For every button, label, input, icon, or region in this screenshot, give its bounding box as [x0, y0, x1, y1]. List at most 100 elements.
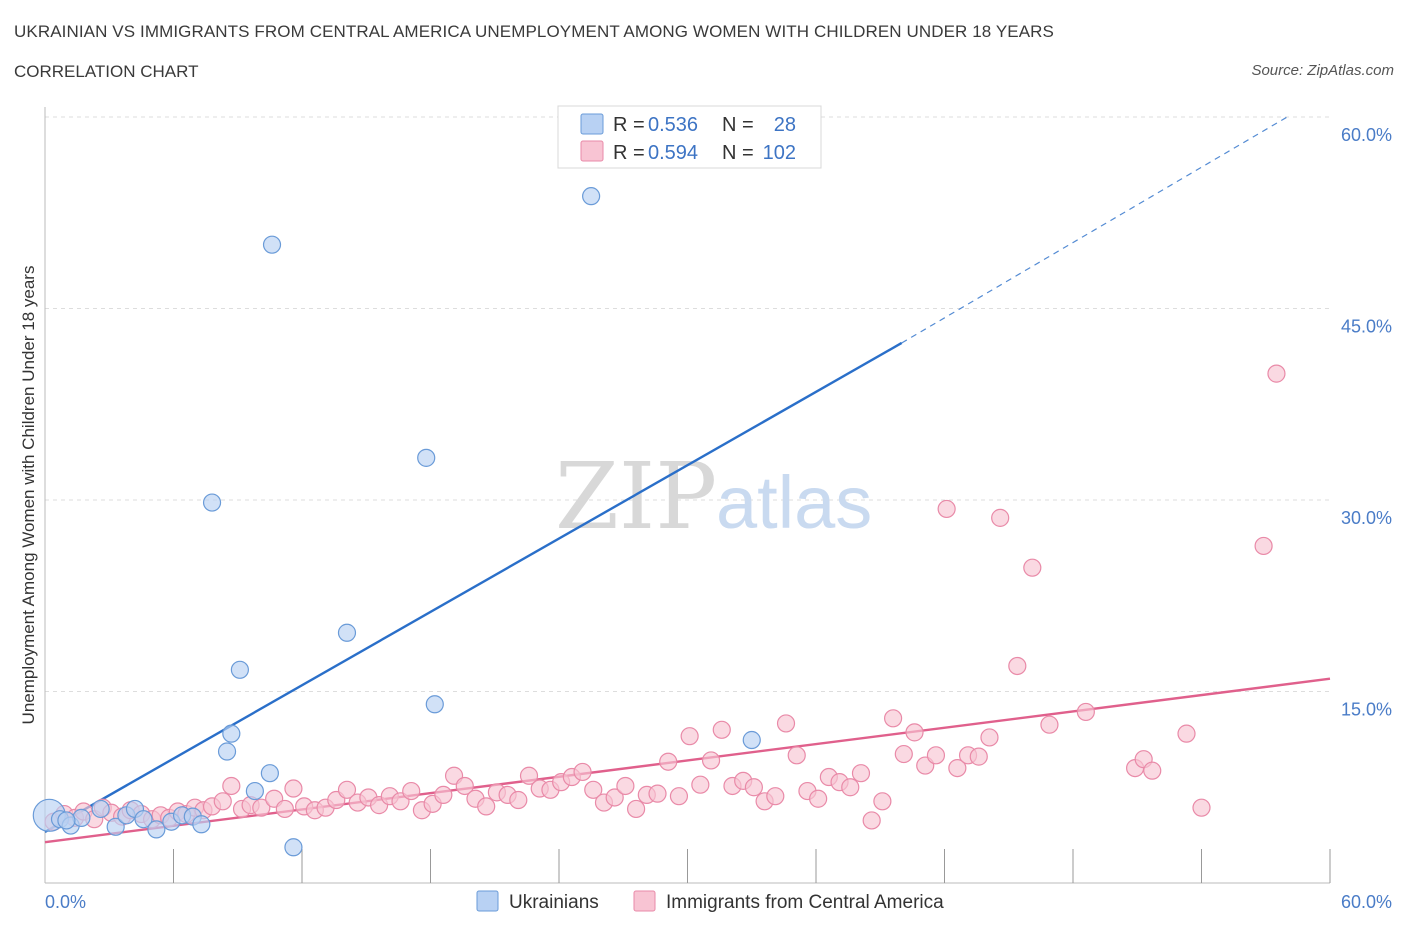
ukrainian-point-5: [106, 817, 125, 836]
central-america-point-100: [1192, 798, 1211, 817]
legend-swatch-central-america: [580, 140, 604, 162]
legend-n-value-1: 28: [774, 114, 796, 136]
central-america-point-77: [841, 778, 860, 797]
central-america-point-60: [659, 752, 678, 771]
watermark-atlas: atlas: [716, 461, 872, 544]
y-tick-label-0: 15.0%: [1341, 700, 1392, 720]
bottom-legend-label-ukrainians: Ukrainians: [509, 892, 599, 913]
data-points: [32, 187, 1286, 857]
ukrainian-point-23: [417, 448, 436, 467]
legend-r-value-1: 0.536: [648, 114, 698, 136]
bottom-legend-swatch-ukrainians: [476, 890, 499, 912]
ukrainian-trend-extension: [901, 116, 1288, 344]
y-tick-label-2: 45.0%: [1341, 317, 1392, 337]
central-america-point-79: [862, 811, 881, 830]
bottom-legend-swatch-central-america: [633, 890, 656, 912]
central-america-point-87: [948, 758, 967, 778]
central-america-point-81: [883, 709, 903, 728]
legend-r-value-2: 0.594: [648, 142, 698, 164]
ukrainian-point-4: [91, 799, 110, 819]
central-america-point-39: [434, 785, 453, 805]
x-tick-label-0: 0.0%: [45, 892, 86, 912]
ukrainian-point-9: [147, 820, 166, 839]
ukrainian-point-22: [337, 623, 357, 642]
central-america-point-95: [1076, 702, 1095, 722]
central-america-point-91: [991, 508, 1010, 527]
central-america-point-98: [1143, 761, 1162, 780]
ukrainian-point-18: [245, 781, 264, 801]
central-america-point-43: [477, 797, 496, 816]
ukrainian-point-25: [582, 187, 601, 206]
central-america-point-55: [605, 788, 624, 807]
central-america-point-18: [213, 792, 232, 811]
central-america-point-63: [691, 775, 710, 794]
legend-r-label-2: R =: [613, 142, 645, 164]
central-america-point-46: [509, 790, 528, 810]
central-america-point-71: [776, 714, 796, 733]
bottom-legend-label-central-america: Immigrants from Central America: [666, 892, 944, 913]
series-legend: Ukrainians Immigrants from Central Ameri…: [476, 890, 944, 913]
central-america-point-94: [1040, 715, 1059, 734]
central-america-point-62: [680, 727, 699, 746]
ukrainian-point-14: [202, 493, 222, 512]
central-america-point-82: [894, 744, 913, 764]
central-america-point-68: [744, 778, 763, 797]
ukrainian-point-8: [134, 810, 153, 829]
central-america-point-86: [937, 499, 956, 519]
central-america-point-65: [712, 720, 731, 739]
central-america-point-36: [402, 781, 421, 801]
y-axis-label: Unemployment Among Women with Children U…: [19, 266, 38, 725]
ukrainian-point-16: [222, 724, 241, 743]
central-america-point-70: [766, 787, 785, 806]
central-america-point-72: [787, 746, 806, 765]
ukrainian-point-24: [425, 695, 444, 714]
central-america-point-25: [284, 779, 303, 798]
ukrainian-point-17: [230, 660, 249, 679]
central-america-point-22: [252, 798, 271, 817]
ukrainian-point-3: [72, 808, 91, 827]
central-america-point-57: [626, 799, 646, 819]
central-america-point-85: [926, 746, 946, 765]
ukrainian-point-20: [262, 235, 282, 254]
ukrainian-point-19: [260, 764, 279, 783]
x-tick-label-1: 60.0%: [1341, 892, 1392, 912]
central-america-point-99: [1177, 724, 1196, 743]
tick-labels: 15.0% 30.0% 45.0% 60.0% 0.0% 60.0%: [45, 125, 1392, 912]
central-america-point-59: [648, 784, 667, 803]
central-america-point-52: [573, 762, 592, 782]
central-america-point-101: [1254, 536, 1273, 556]
grid-lines: [45, 116, 1330, 692]
ukrainian-point-27: [57, 811, 76, 830]
watermark: ZIP atlas: [555, 443, 872, 550]
legend-n-label-1: N =: [722, 114, 754, 136]
legend-swatch-ukrainians: [580, 113, 604, 135]
central-america-point-24: [275, 799, 294, 819]
central-america-point-80: [873, 792, 892, 811]
watermark-zip: ZIP: [555, 443, 717, 550]
central-america-point-56: [616, 776, 635, 796]
central-america-point-102: [1267, 364, 1286, 383]
ukrainian-point-15: [217, 742, 237, 761]
central-america-point-92: [1008, 656, 1027, 676]
central-america-point-93: [1023, 558, 1042, 577]
axes: [44, 107, 1331, 884]
legend-r-label-1: R =: [613, 114, 645, 136]
central-america-point-74: [809, 789, 828, 808]
central-america-point-78: [851, 764, 871, 783]
y-tick-label-1: 30.0%: [1341, 508, 1392, 528]
legend-n-value-2: 102: [763, 142, 796, 164]
ukrainian-point-26: [742, 730, 761, 750]
source-credit: Source: ZipAtlas.com: [1251, 62, 1394, 79]
central-america-point-64: [701, 751, 721, 770]
central-america-point-90: [980, 728, 999, 747]
central-america-point-53: [584, 780, 603, 799]
ukrainian-point-21: [284, 838, 303, 857]
central-america-point-83: [905, 723, 924, 742]
central-america-point-41: [455, 776, 474, 796]
chart-title: UKRAINIAN VS IMMIGRANTS FROM CENTRAL AME…: [14, 22, 1055, 41]
ukrainian-point-13: [192, 815, 211, 834]
central-america-point-61: [669, 787, 689, 806]
central-america-point-19: [222, 776, 241, 796]
central-america-point-89: [969, 747, 988, 766]
